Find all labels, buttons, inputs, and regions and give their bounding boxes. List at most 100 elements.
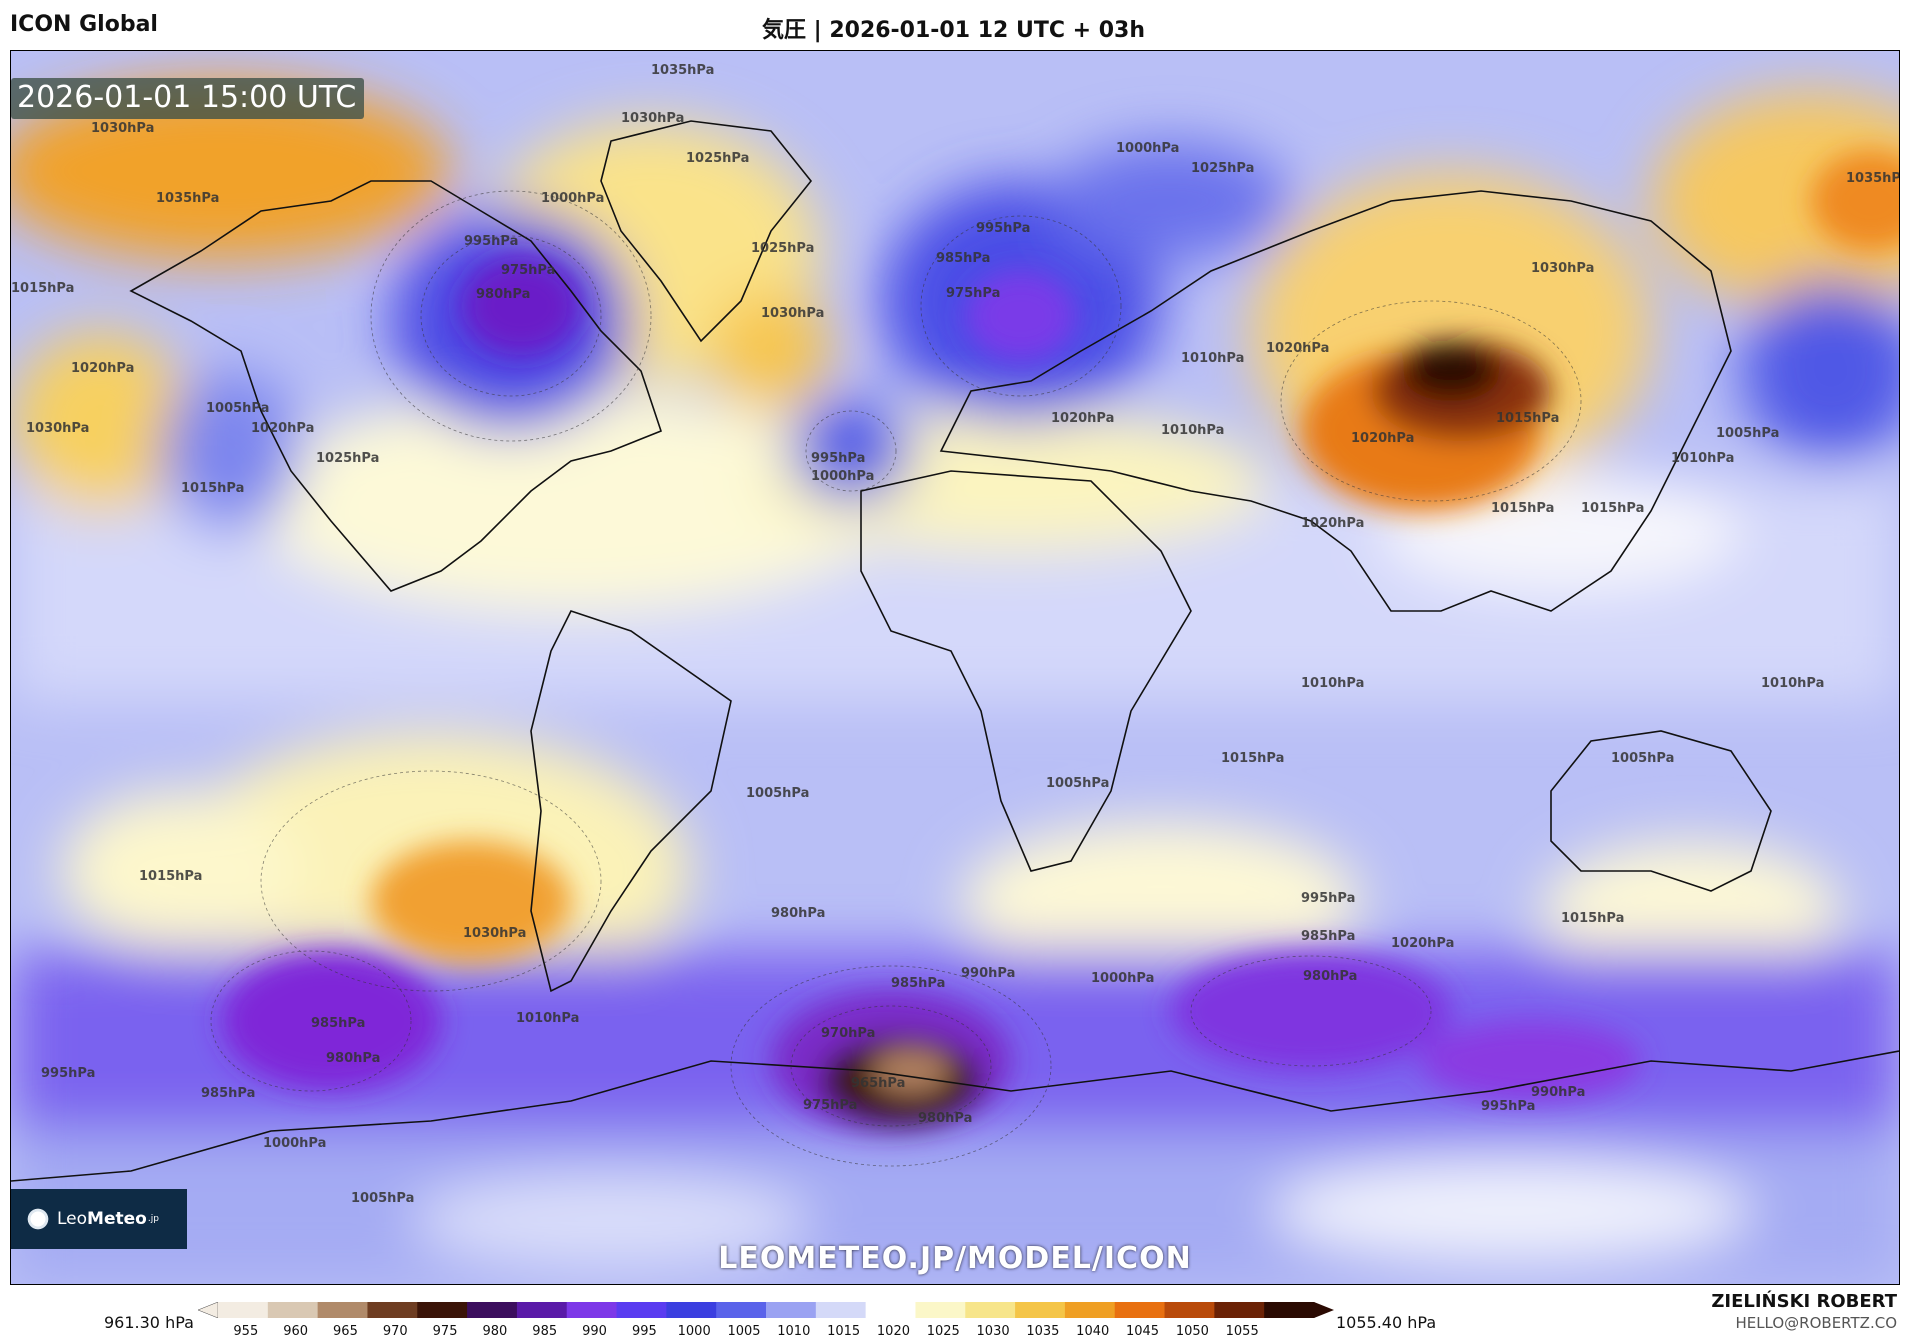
- isobar-label: 1000hPa: [1091, 971, 1155, 986]
- pressure-field: [11, 51, 1899, 1284]
- colorbar-segment: [566, 1302, 618, 1318]
- header: ICON Global 気圧 | 2026-01-01 12 UTC + 03h: [0, 0, 1907, 50]
- colorbar-tick: 985: [532, 1324, 558, 1339]
- isobar-label: 1020hPa: [1051, 411, 1115, 426]
- isobar-label: 1025hPa: [316, 451, 380, 466]
- isobar-label: 980hPa: [476, 287, 531, 302]
- author-name: ZIELIŃSKI ROBERT: [1711, 1291, 1897, 1312]
- colorbar: [198, 1302, 1334, 1318]
- pressure-map[interactable]: 2026-01-01 15:00 UTC 1035hPa 1030hPa 1030h…: [10, 50, 1900, 1285]
- isobar-label: 1015hPa: [11, 281, 75, 296]
- colorbar-tick: 1035: [1026, 1324, 1060, 1339]
- isobar-label: 1030hPa: [621, 111, 685, 126]
- colorbar-segment: [367, 1302, 418, 1318]
- isobar-label: 1010hPa: [1161, 423, 1225, 438]
- colorbar-tick: 975: [432, 1324, 458, 1339]
- isobar-label: 995hPa: [811, 451, 866, 466]
- isobar-label: 980hPa: [918, 1111, 973, 1126]
- isobar-label: 990hPa: [961, 966, 1016, 981]
- isobar-label: 1000hPa: [541, 191, 605, 206]
- isobar-label: 985hPa: [311, 1016, 366, 1031]
- isobar-label: 1030hPa: [26, 421, 90, 436]
- colorbar-tick: 1020: [876, 1324, 910, 1339]
- colorbar-tick: 1015: [827, 1324, 861, 1339]
- isobar-label: 1005hPa: [1716, 426, 1780, 441]
- isobar-label: 1035hPa: [651, 63, 715, 78]
- colorbar-segment: [218, 1302, 269, 1318]
- colorbar-tick: 1000: [677, 1324, 711, 1339]
- isobars: [210, 190, 1582, 1167]
- isobar-label: 1020hPa: [1351, 431, 1415, 446]
- colorbar-segment: [666, 1302, 717, 1318]
- model-name: ICON Global: [10, 12, 158, 37]
- isobar-label: 1030hPa: [91, 121, 155, 136]
- isobar-label: 1015hPa: [1221, 751, 1285, 766]
- isobar-label: 970hPa: [821, 1026, 876, 1041]
- isobar-label: 975hPa: [803, 1098, 858, 1113]
- colorbar-segment: [1214, 1302, 1265, 1318]
- colorbar-segment: [716, 1302, 767, 1318]
- colorbar-tick: 955: [233, 1324, 259, 1339]
- isobar-label: 1020hPa: [251, 421, 315, 436]
- isobar-label: 1005hPa: [1611, 751, 1675, 766]
- isobar-label: 995hPa: [976, 221, 1031, 236]
- source-url[interactable]: LEOMETEO.JP/MODEL/ICON: [718, 1241, 1192, 1276]
- footer: 961.30 hPa 1055.40 hPa 955 960 965 970 975 98…: [0, 1285, 1907, 1339]
- map-title: 気圧 | 2026-01-01 12 UTC + 03h: [761, 18, 1146, 43]
- colorbar-tick: 1050: [1175, 1324, 1209, 1339]
- isobar-label: 995hPa: [1481, 1099, 1536, 1114]
- colorbar-max-label: 1055.40 hPa: [1336, 1313, 1437, 1332]
- isobar-label: 985hPa: [1301, 929, 1356, 944]
- leometeo-logo[interactable]: Leo Meteo .jp: [11, 1189, 187, 1249]
- colorbar-tick: 965: [333, 1324, 358, 1339]
- isobar-label: 1005hPa: [351, 1191, 415, 1206]
- isobar-label: 1030hPa: [463, 926, 527, 941]
- colorbar-tick: 1005: [727, 1324, 761, 1339]
- valid-time-badge: 2026-01-01 15:00 UTC: [11, 78, 365, 119]
- isobar-label: 1025hPa: [686, 151, 750, 166]
- isobar-label: 1000hPa: [811, 469, 875, 484]
- isobar-label: 995hPa: [464, 234, 519, 249]
- isobar-label: 965hPa: [851, 1076, 906, 1091]
- isobar-label: 1010hPa: [1181, 351, 1245, 366]
- isobar-label: 985hPa: [201, 1086, 256, 1101]
- colorbar-segment: [915, 1302, 966, 1318]
- isobar-label: 1005hPa: [1046, 776, 1110, 791]
- isobar-label: 1010hPa: [1761, 676, 1825, 691]
- isobar-label: 1010hPa: [516, 1011, 580, 1026]
- colorbar-min-arrow: [198, 1302, 219, 1318]
- isobar-label: 1000hPa: [263, 1136, 327, 1151]
- colorbar-tick: 1010: [777, 1324, 811, 1339]
- colorbar-segment: [965, 1302, 1016, 1318]
- colorbar-segment: [616, 1302, 667, 1318]
- colorbar-segment: [865, 1302, 916, 1318]
- isobar-label: 995hPa: [41, 1066, 96, 1081]
- author-email[interactable]: HELLO@ROBERTZ.CO: [1735, 1314, 1897, 1332]
- colorbar-tick: 1025: [926, 1324, 960, 1339]
- colorbar-segment: [1264, 1302, 1315, 1318]
- colorbar-segment: [1015, 1302, 1066, 1318]
- isobar-label: 1030hPa: [1531, 261, 1595, 276]
- isobar-label: 995hPa: [1301, 891, 1356, 906]
- isobar-label: 985hPa: [936, 251, 991, 266]
- isobar-label: 1000hPa: [1116, 141, 1180, 156]
- isobar-label: 985hPa: [891, 976, 946, 991]
- isobar-label: 1005hPa: [206, 401, 270, 416]
- colorbar-segment: [467, 1302, 518, 1318]
- colorbar-tick: 1040: [1076, 1324, 1110, 1339]
- isobar-label: 975hPa: [501, 263, 556, 278]
- colorbar-tick: 960: [283, 1324, 309, 1339]
- isobar-label: 1015hPa: [181, 481, 245, 496]
- colorbar-tick: 995: [631, 1324, 657, 1339]
- colorbar-segment: [417, 1302, 468, 1318]
- isobar-label: 1010hPa: [1671, 451, 1735, 466]
- colorbar-segment: [516, 1302, 568, 1318]
- isobar-label: 1015hPa: [1496, 411, 1560, 426]
- isobar-label: 1035hPa: [156, 191, 220, 206]
- isobar-label: 1015hPa: [139, 869, 203, 884]
- isobar-label: 1035hPa: [1846, 171, 1900, 186]
- colorbar-segment: [1064, 1302, 1116, 1318]
- isobar-label: 990hPa: [1531, 1085, 1586, 1100]
- colorbar-segment: [1164, 1302, 1215, 1318]
- isobar-label: 1025hPa: [1191, 161, 1255, 176]
